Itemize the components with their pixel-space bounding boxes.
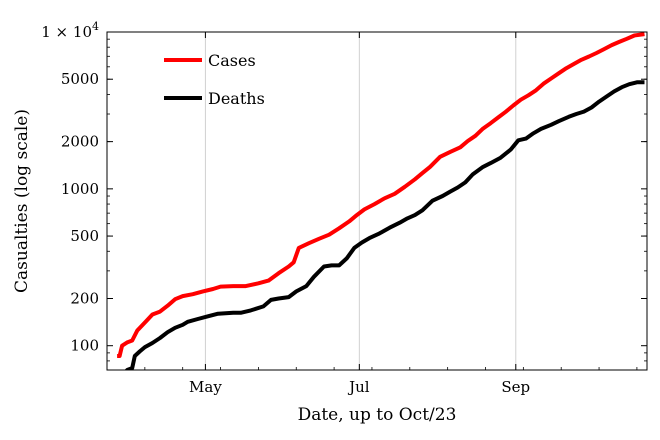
x-tick-label: Sep	[501, 378, 530, 396]
y-tick-label: 1000	[61, 180, 99, 198]
legend-label-deaths: Deaths	[208, 89, 265, 108]
series-line-cases	[117, 32, 645, 358]
y-tick-label-exponent: 4	[92, 20, 99, 33]
legend: Cases Deaths	[164, 51, 265, 108]
legend-label-cases: Cases	[208, 51, 256, 70]
x-axis-label: Date, up to Oct/23	[298, 405, 457, 425]
ticks: May Jul Sep 100 200 500 1000 2000 5000 1 × 104	[41, 20, 647, 396]
y-tick-label: 100	[70, 337, 99, 355]
series-lines	[117, 32, 645, 370]
y-axis-label: Casualties (log scale)	[12, 109, 32, 293]
y-tick-label: 1 × 104	[41, 20, 99, 41]
plot-frame	[106, 31, 648, 371]
gridlines	[204, 32, 517, 370]
y-tick-label: 5000	[61, 70, 99, 88]
series-line-deaths	[124, 80, 645, 370]
y-tick-label: 2000	[61, 133, 99, 151]
y-tick-label-base: 1 × 10	[41, 23, 92, 41]
y-tick-label: 200	[70, 289, 99, 307]
y-tick-label: 500	[70, 227, 99, 245]
x-tick-label: May	[189, 378, 222, 396]
x-tick-label: Jul	[347, 378, 370, 396]
